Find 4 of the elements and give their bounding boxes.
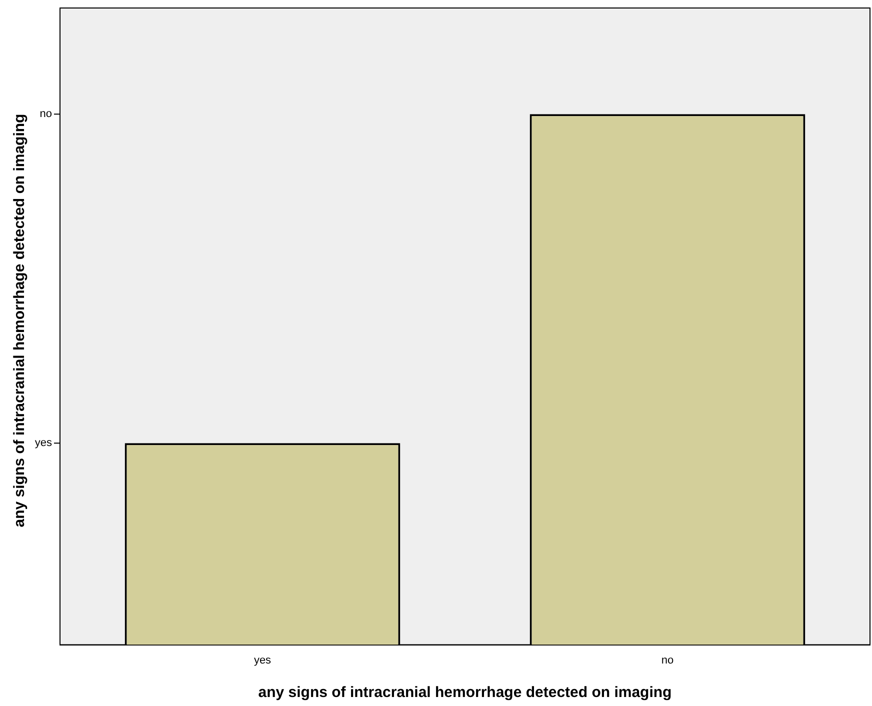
text: yes	[34, 437, 52, 450]
text: no	[40, 108, 52, 120]
x-axis-title: any signs of intracranial hemorrhage detected on imaging	[258, 684, 672, 702]
y-axis-title: any signs of intracranial hemorrhage detected on imaging	[12, 113, 28, 527]
